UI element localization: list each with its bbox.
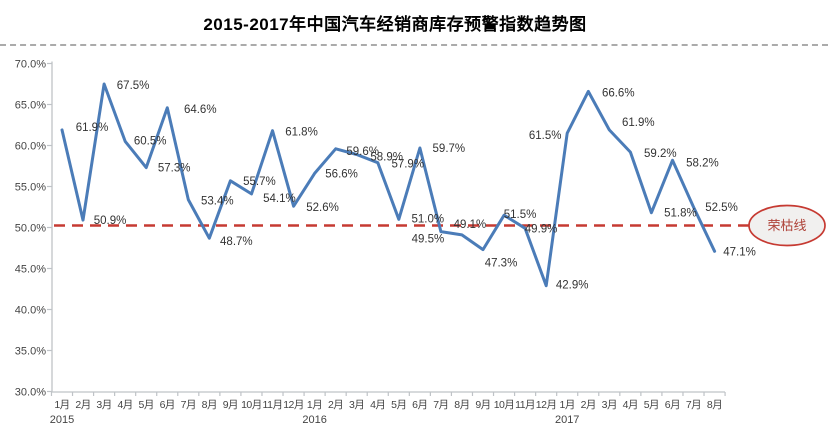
x-axis-label: 3月 <box>602 399 617 411</box>
x-axis-label: 5月 <box>644 399 659 411</box>
chart-title: 2015-2017年中国汽车经销商库存预警指数趋势图 <box>203 15 587 34</box>
x-axis-label: 3月 <box>349 399 364 411</box>
data-label: 54.1% <box>263 193 296 205</box>
data-label: 61.5% <box>529 130 562 142</box>
x-axis-label: 2月 <box>75 399 90 411</box>
x-axis-label: 7月 <box>433 399 448 411</box>
x-axis-label: 5月 <box>139 399 154 411</box>
title-separator-line <box>0 44 828 46</box>
data-label: 51.0% <box>411 213 444 225</box>
data-label: 50.9% <box>94 215 127 227</box>
x-axis-label: 8月 <box>202 399 217 411</box>
year-label: 2017 <box>555 414 579 426</box>
data-label: 59.2% <box>644 148 677 160</box>
data-label: 67.5% <box>117 80 150 92</box>
x-axis-label: 2月 <box>328 399 343 411</box>
x-axis-label: 8月 <box>707 399 722 411</box>
x-axis-label: 1月 <box>307 399 322 411</box>
data-label: 55.7% <box>243 176 276 188</box>
data-label: 51.8% <box>664 208 697 220</box>
y-axis-label: 35.0% <box>15 346 46 358</box>
x-axis-label: 10月 <box>241 399 262 411</box>
boom-line-ellipse <box>748 204 826 247</box>
x-axis-label: 3月 <box>96 399 111 411</box>
y-axis-label: 70.0% <box>15 59 46 71</box>
x-axis-label: 10月 <box>494 399 515 411</box>
x-axis-label: 4月 <box>117 399 132 411</box>
data-label: 49.9% <box>525 223 558 235</box>
x-axis-label: 7月 <box>686 399 701 411</box>
y-axis-label: 30.0% <box>15 387 46 399</box>
data-label: 49.5% <box>412 234 445 246</box>
x-axis-label: 4月 <box>623 399 638 411</box>
x-axis-label: 4月 <box>370 399 385 411</box>
data-label: 61.9% <box>622 117 655 129</box>
index-trend-line <box>60 82 717 288</box>
data-label: 59.6% <box>346 146 379 158</box>
year-label: 2016 <box>302 414 326 426</box>
x-axis-label: 5月 <box>391 399 406 411</box>
data-label: 59.7% <box>433 143 466 155</box>
x-axis-label: 7月 <box>181 399 196 411</box>
data-label: 56.6% <box>325 168 358 180</box>
data-label: 58.9% <box>370 152 403 164</box>
data-label: 47.1% <box>723 246 756 258</box>
data-label: 53.4% <box>201 196 234 208</box>
y-axis-label: 60.0% <box>15 141 46 153</box>
x-axis-label: 9月 <box>223 399 238 411</box>
data-label: 64.6% <box>184 104 217 116</box>
data-label: 61.9% <box>76 122 109 134</box>
data-label: 57.9% <box>391 159 424 171</box>
y-axis-label: 65.0% <box>15 100 46 112</box>
data-label: 51.5% <box>504 209 537 221</box>
x-axis-label: 1月 <box>54 399 69 411</box>
y-axis-label: 45.0% <box>15 264 46 276</box>
x-axis-label: 6月 <box>160 399 175 411</box>
x-axis-label: 11月 <box>263 399 283 411</box>
x-axis-label: 1月 <box>560 399 575 411</box>
year-label: 2015 <box>50 414 74 426</box>
y-axis-label: 55.0% <box>15 182 46 194</box>
boom-line-label: 荣枯线 <box>767 218 806 233</box>
x-axis-label: 11月 <box>515 399 535 411</box>
x-axis-label: 2月 <box>581 399 596 411</box>
x-axis-label: 12月 <box>283 399 304 411</box>
x-axis-label: 6月 <box>665 399 680 411</box>
data-label: 52.5% <box>705 202 738 214</box>
data-label: 42.9% <box>556 280 589 292</box>
data-label: 58.2% <box>686 157 719 169</box>
data-label: 47.3% <box>485 258 518 270</box>
data-label: 60.5% <box>134 135 167 147</box>
data-label: 52.6% <box>306 202 339 214</box>
y-axis-label: 50.0% <box>15 223 46 235</box>
y-axis-label: 40.0% <box>15 305 46 317</box>
x-axis-label: 6月 <box>412 399 427 411</box>
data-label: 66.6% <box>602 87 635 99</box>
data-label: 57.3% <box>158 163 191 175</box>
data-label: 61.8% <box>285 127 318 139</box>
x-axis-label: 8月 <box>454 399 469 411</box>
x-axis-label: 9月 <box>475 399 490 411</box>
data-label: 48.7% <box>220 236 253 248</box>
x-axis-label: 12月 <box>536 399 557 411</box>
data-label: 49.1% <box>454 219 487 231</box>
